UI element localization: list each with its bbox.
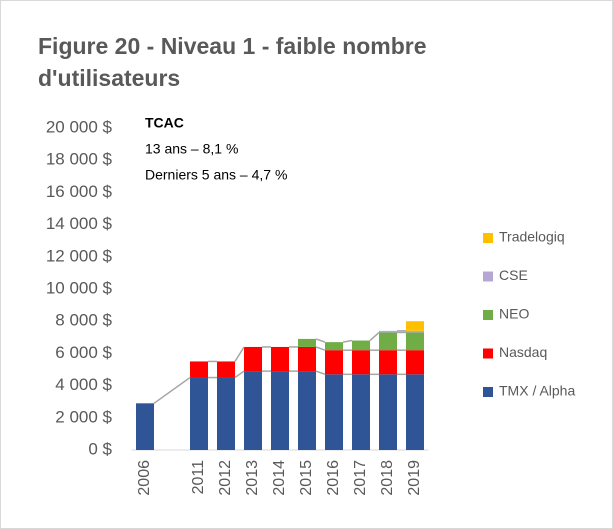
x-tick-label: 2014 <box>271 460 288 496</box>
bar-segment <box>298 346 316 372</box>
y-tick-label: 8 000 $ <box>55 311 112 330</box>
chart-title: d'utilisateurs <box>38 65 180 91</box>
series-line <box>234 346 245 362</box>
x-tick-label: 2018 <box>379 460 396 496</box>
series-line <box>315 346 326 351</box>
bar-segment <box>244 346 262 372</box>
series-line <box>315 338 326 343</box>
x-tick-label: 2013 <box>244 460 261 496</box>
annotation: Derniers 5 ans – 4,7 % <box>145 167 287 183</box>
y-tick-label: 20 000 $ <box>46 117 113 136</box>
x-tick-label: 2019 <box>406 460 423 496</box>
bar-segment <box>406 332 424 351</box>
legend-swatch <box>483 271 493 282</box>
bar-segment <box>244 371 262 450</box>
series-line <box>342 339 353 343</box>
bar-segment <box>217 361 235 378</box>
annotation: TCAC <box>145 115 184 131</box>
x-tick-label: 2012 <box>217 460 234 496</box>
legend-label: Tradelogiq <box>499 229 565 245</box>
y-tick-label: 18 000 $ <box>46 150 113 169</box>
bar-segment <box>325 350 343 375</box>
bar-segment <box>352 374 370 450</box>
y-tick-label: 16 000 $ <box>46 182 113 201</box>
bar-segment <box>298 371 316 450</box>
bar-segment <box>352 340 370 351</box>
bar-segment <box>406 350 424 375</box>
y-tick-label: 6 000 $ <box>55 343 112 362</box>
chart-title: Figure 20 - Niveau 1 - faible nombre <box>38 33 427 59</box>
bar-segment <box>271 346 289 372</box>
bar-segment <box>379 350 397 375</box>
legend-label: TMX / Alpha <box>499 383 575 399</box>
bar-segment <box>325 342 343 351</box>
x-tick-label: 2015 <box>298 460 315 496</box>
legend-label: CSE <box>499 267 528 283</box>
bar-segment <box>298 338 316 347</box>
series-line <box>315 370 326 376</box>
y-tick-label: 14 000 $ <box>46 214 113 233</box>
bar-segment <box>379 374 397 450</box>
legend-swatch <box>483 348 493 359</box>
legend-swatch <box>483 233 493 243</box>
y-tick-label: 0 $ <box>88 439 112 458</box>
bar-segment <box>271 371 289 450</box>
bar-segment <box>406 374 424 450</box>
annotation: 13 ans – 8,1 % <box>145 141 238 157</box>
bar-segment <box>217 377 235 450</box>
bar-segment <box>352 350 370 375</box>
x-tick-label: 2016 <box>325 460 342 496</box>
legend-swatch <box>483 310 493 320</box>
y-tick-label: 12 000 $ <box>46 246 113 265</box>
y-tick-label: 4 000 $ <box>55 375 112 394</box>
legend-label: Nasdaq <box>499 344 547 360</box>
y-tick-label: 10 000 $ <box>46 278 113 297</box>
series-line <box>153 376 191 404</box>
bar-segment <box>136 403 154 450</box>
series-line <box>234 370 245 379</box>
bar-segment <box>379 330 397 333</box>
bar-segment <box>190 361 208 378</box>
bar-segment <box>406 330 424 333</box>
x-tick-label: 2011 <box>190 460 207 495</box>
bar-segment <box>406 321 424 331</box>
bar-segment <box>325 374 343 450</box>
x-tick-label: 2017 <box>352 460 369 496</box>
bar-segment <box>379 332 397 351</box>
bar-segment <box>190 377 208 450</box>
y-tick-label: 2 000 $ <box>55 407 112 426</box>
series-line <box>369 331 380 342</box>
legend-label: NEO <box>499 306 529 322</box>
x-tick-label: 2006 <box>136 460 153 496</box>
legend-swatch <box>483 387 493 397</box>
